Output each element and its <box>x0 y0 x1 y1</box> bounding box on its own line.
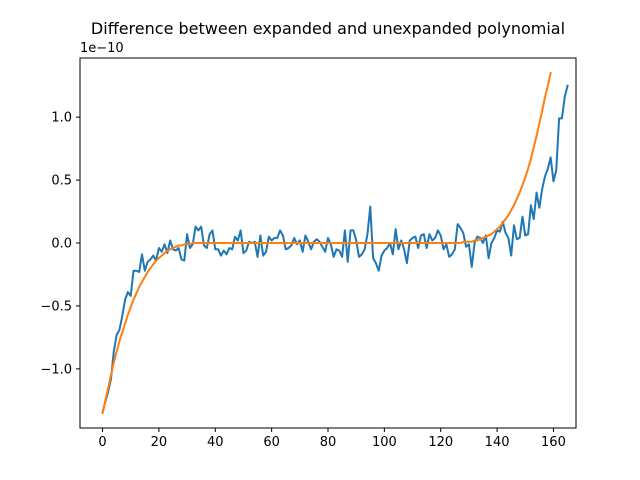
x-tick-label: 120 <box>428 435 453 450</box>
y-tick-label: 0.0 <box>51 237 72 252</box>
series-layer <box>101 71 569 415</box>
y-tick-label: −0.5 <box>40 299 72 314</box>
x-tick-label: 20 <box>151 435 168 450</box>
x-tick-label: 140 <box>485 435 510 450</box>
x-tick-label: 0 <box>98 435 106 450</box>
y-tick-label: −1.0 <box>40 362 72 377</box>
y-axis-offset-label: 1e−10 <box>80 41 124 56</box>
x-axis: 0 20 40 60 80 100 120 140 160 <box>98 428 566 450</box>
y-tick-label: 1.0 <box>51 111 72 126</box>
y-tick-label: 0.5 <box>51 174 72 189</box>
y-axis: −1.0 −0.5 0.0 0.5 1.0 <box>40 111 80 377</box>
chart-title: Difference between expanded and unexpand… <box>91 19 565 38</box>
x-tick-label: 40 <box>207 435 224 450</box>
series-line-2 <box>101 71 552 415</box>
x-tick-label: 100 <box>372 435 397 450</box>
x-tick-label: 160 <box>541 435 566 450</box>
x-tick-label: 60 <box>263 435 280 450</box>
x-tick-label: 80 <box>320 435 337 450</box>
series-line-1 <box>101 84 569 415</box>
